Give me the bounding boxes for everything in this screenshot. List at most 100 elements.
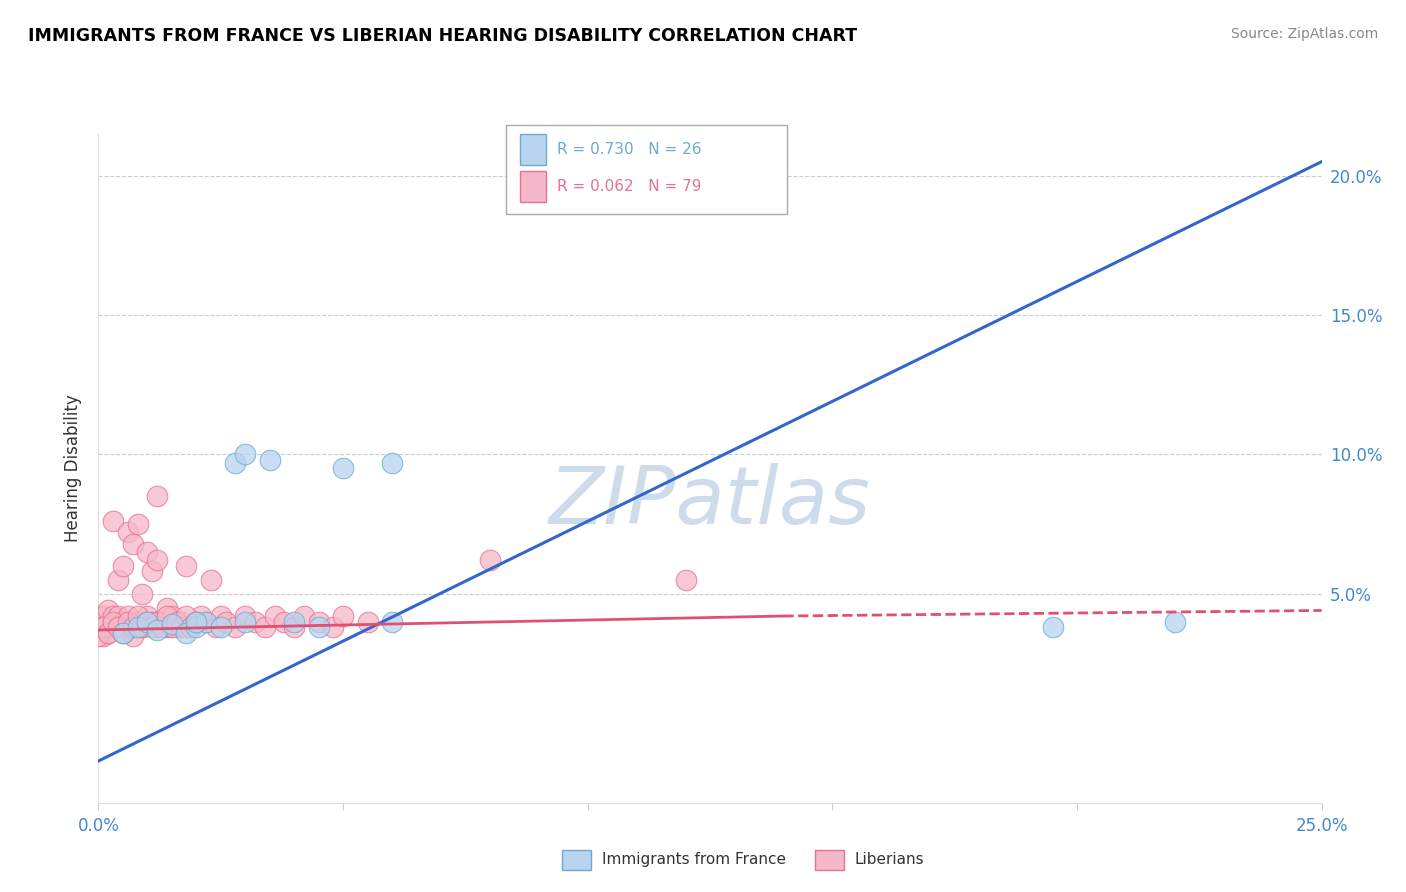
Point [273, 615, 295, 629]
Point [156, 609, 179, 624]
Point [146, 489, 169, 503]
Point [107, 573, 129, 587]
Point [186, 620, 208, 634]
Point [675, 573, 697, 587]
Point [127, 615, 149, 629]
Point [170, 620, 193, 634]
Point [332, 609, 354, 624]
Point [166, 615, 188, 629]
Point [107, 609, 129, 624]
Point [176, 620, 198, 634]
Point [127, 517, 149, 532]
Point [263, 609, 285, 624]
Text: ZIPatlas: ZIPatlas [548, 463, 872, 541]
Point [121, 628, 143, 642]
Point [209, 609, 232, 624]
Point [200, 573, 222, 587]
Point [224, 456, 246, 470]
Point [141, 620, 163, 634]
Point [146, 620, 169, 634]
Point [224, 620, 246, 634]
Point [107, 620, 129, 634]
Y-axis label: Hearing Disability: Hearing Disability [65, 394, 83, 542]
Point [186, 615, 208, 629]
Point [87, 628, 110, 642]
Point [233, 609, 256, 624]
Point [243, 615, 266, 629]
Point [156, 620, 179, 634]
Point [97, 625, 120, 640]
Point [356, 615, 378, 629]
Point [160, 617, 183, 632]
Point [166, 620, 188, 634]
Point [233, 447, 256, 461]
Point [176, 609, 198, 624]
Point [136, 545, 159, 559]
Point [180, 620, 202, 634]
Point [146, 615, 169, 629]
Point [131, 587, 153, 601]
Point [91, 609, 114, 624]
Point [214, 615, 236, 629]
Point [176, 625, 198, 640]
Point [292, 609, 315, 624]
Point [381, 456, 404, 470]
Point [1042, 620, 1064, 634]
Point [146, 553, 169, 567]
Point [146, 623, 169, 637]
Point [186, 615, 208, 629]
Point [141, 615, 163, 629]
Point [111, 558, 134, 573]
Point [121, 536, 143, 550]
Point [1164, 615, 1187, 629]
Point [308, 620, 330, 634]
Point [117, 615, 139, 629]
Point [121, 620, 143, 634]
Point [97, 625, 120, 640]
Point [478, 553, 501, 567]
Point [180, 620, 202, 634]
Point [91, 628, 114, 642]
Point [381, 615, 404, 629]
Point [136, 609, 159, 624]
Point [101, 514, 124, 528]
Point [117, 620, 139, 634]
Point [101, 620, 124, 634]
Text: R = 0.062   N = 79: R = 0.062 N = 79 [557, 179, 702, 194]
Point [111, 615, 134, 629]
Point [111, 625, 134, 640]
Point [259, 453, 281, 467]
Point [136, 615, 159, 629]
Point [253, 620, 276, 634]
Point [127, 609, 149, 624]
Point [308, 615, 330, 629]
Point [205, 620, 228, 634]
Point [156, 600, 179, 615]
Point [131, 620, 153, 634]
Point [195, 615, 218, 629]
Point [117, 609, 139, 624]
Point [233, 615, 256, 629]
Point [101, 615, 124, 629]
Point [176, 558, 198, 573]
Text: Immigrants from France: Immigrants from France [602, 853, 786, 867]
Text: Source: ZipAtlas.com: Source: ZipAtlas.com [1230, 27, 1378, 41]
Point [150, 615, 173, 629]
Point [131, 620, 153, 634]
Point [190, 609, 212, 624]
Point [91, 620, 114, 634]
Text: R = 0.730   N = 26: R = 0.730 N = 26 [557, 142, 702, 157]
Point [97, 603, 120, 617]
Point [209, 620, 232, 634]
Point [186, 615, 208, 629]
Point [283, 615, 305, 629]
Text: IMMIGRANTS FROM FRANCE VS LIBERIAN HEARING DISABILITY CORRELATION CHART: IMMIGRANTS FROM FRANCE VS LIBERIAN HEARI… [28, 27, 858, 45]
Point [160, 609, 183, 624]
Point [322, 620, 344, 634]
Point [111, 625, 134, 640]
Point [127, 620, 149, 634]
Point [332, 461, 354, 475]
Point [150, 620, 173, 634]
Point [170, 615, 193, 629]
Point [97, 615, 120, 629]
